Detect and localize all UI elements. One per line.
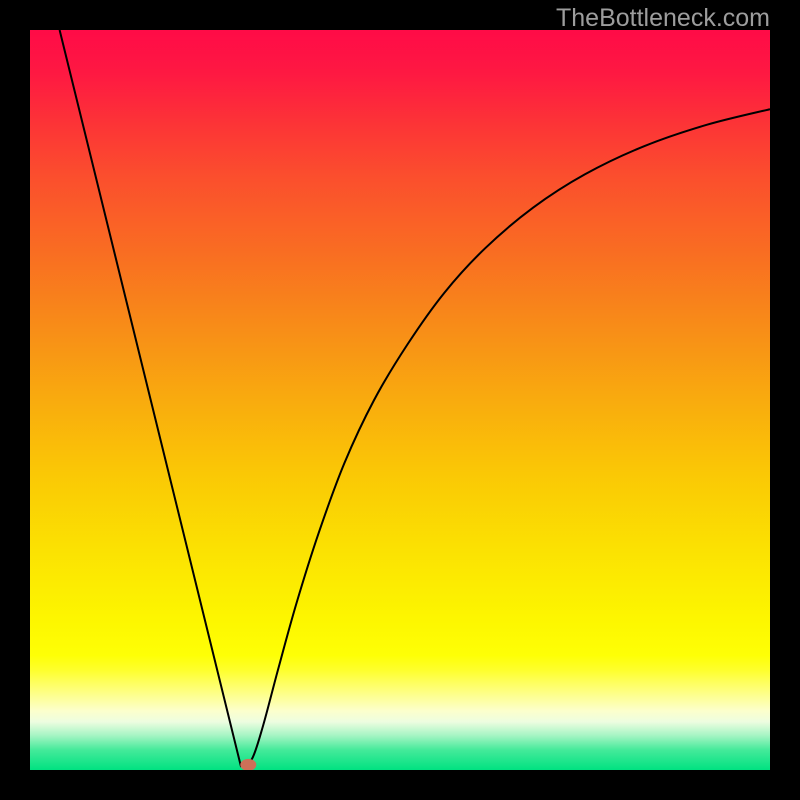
plot-area [30, 30, 770, 770]
watermark-text: TheBottleneck.com [556, 4, 770, 33]
